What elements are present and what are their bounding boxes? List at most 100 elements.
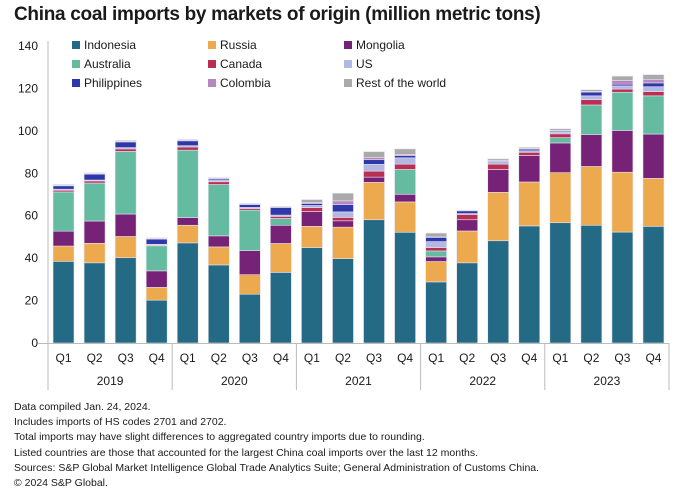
bar-stack (456, 209, 478, 344)
bar-segment-russia (52, 245, 75, 262)
bar-segment-rest-of-the-world (549, 128, 572, 131)
bar-stack (145, 237, 168, 344)
bar-segment-mongolia (487, 169, 510, 193)
bar-segment-mongolia (425, 256, 447, 262)
bar-segment-russia (580, 166, 603, 226)
bar-segment-canada (642, 91, 665, 97)
bar-segment-russia (83, 242, 106, 264)
bar-segment-mongolia (518, 155, 541, 183)
note-compiled: Data compiled Jan. 24, 2024. (14, 401, 151, 413)
x-tick-label: Q4 (645, 351, 661, 365)
bar-stack (487, 158, 510, 344)
bar-segment-canada (332, 217, 354, 222)
bar-segment-mongolia (394, 193, 416, 203)
bar-segment-indonesia (207, 264, 230, 344)
bar-segment-rest-of-the-world (394, 148, 416, 155)
legend-item: Australia (72, 57, 131, 71)
bar-segment-mongolia (52, 230, 75, 247)
legend-swatch (208, 41, 216, 49)
bar-segment-indonesia (301, 247, 323, 344)
legend-swatch (72, 41, 80, 49)
bar-stack (83, 172, 106, 344)
bar-segment-indonesia (394, 231, 416, 344)
bar-segment-us (580, 95, 603, 100)
bar-segment-canada (425, 247, 447, 252)
bar-segment-indonesia (425, 281, 447, 344)
x-tick-label: Q4 (273, 351, 289, 365)
note-sources: Sources: S&P Global Market Intelligence … (14, 461, 540, 474)
y-tick-label: 120 (18, 81, 38, 95)
bar-segment-canada (580, 99, 603, 106)
bar-segment-mongolia (456, 219, 478, 232)
x-tick-label: Q2 (459, 351, 475, 365)
bar-segment-us (363, 164, 385, 172)
legend-label: Australia (84, 57, 131, 71)
y-axis: 0 20 40 60 80 100 120 140 (18, 39, 49, 350)
bar-stack (114, 140, 137, 344)
x-tick-label: Q1 (428, 351, 444, 365)
bar-segment-mongolia (114, 213, 137, 237)
bar-segment-canada (270, 216, 292, 219)
bar-segment-mongolia (207, 235, 230, 248)
bar-segment-indonesia (145, 299, 168, 344)
bar-segment-rest-of-the-world (301, 199, 323, 203)
bar-segment-colombia (332, 200, 354, 205)
bar-segment-indonesia (456, 262, 478, 344)
bar-segment-philippines (301, 203, 323, 206)
bar-segment-indonesia (239, 293, 261, 344)
bar-segment-canada (456, 214, 478, 221)
x-tick-label: Q2 (335, 351, 351, 365)
x-group-label: 2019 (97, 374, 124, 388)
bar-segment-philippines (425, 237, 447, 242)
bar-segment-us (332, 211, 354, 218)
y-tick-label: 140 (18, 39, 38, 53)
bar-segment-colombia (611, 80, 634, 85)
x-tick-label: Q1 (552, 351, 568, 365)
x-tick-label: Q3 (490, 351, 506, 365)
bar-segment-philippines (145, 238, 168, 245)
bar-segment-australia (145, 245, 168, 272)
bar-segment-canada (83, 180, 106, 184)
bar-segment-rest-of-the-world (611, 75, 634, 81)
bar-stack (332, 192, 354, 344)
bar-segment-russia (425, 261, 447, 283)
bar-segment-indonesia (580, 224, 603, 344)
bar-segment-mongolia (580, 134, 603, 167)
bar-segment-philippines (270, 207, 292, 216)
bar-segment-mongolia (301, 211, 323, 227)
bar-segment-colombia (642, 79, 665, 84)
legend-swatch (344, 41, 352, 49)
x-tick-label: Q2 (211, 351, 227, 365)
legend-swatch (344, 79, 352, 87)
note-hs-codes: Includes imports of HS codes 2701 and 27… (14, 416, 227, 429)
x-group-label: 2021 (345, 374, 372, 388)
bar-segment-australia (580, 104, 603, 135)
y-tick-label: 80 (25, 166, 39, 180)
y-tick-label: 20 (25, 294, 39, 308)
bar-segment-us (425, 241, 447, 248)
bar-segment-rest-of-the-world (176, 139, 199, 141)
bar-segment-philippines (363, 159, 385, 165)
bar-stack (270, 206, 292, 344)
legend-label: Mongolia (356, 38, 405, 52)
bar-segment-rest-of-the-world (332, 192, 354, 202)
bars (52, 74, 665, 344)
bar-stack (363, 151, 385, 344)
bar-segment-philippines (83, 173, 106, 181)
bar-stack (425, 232, 447, 344)
bar-segment-philippines (239, 204, 261, 208)
bar-stack (301, 199, 323, 344)
x-tick-label: Q2 (583, 351, 599, 365)
x-group-label: 2023 (594, 374, 621, 388)
bar-segment-russia (456, 230, 478, 264)
bar-segment-philippines (456, 210, 478, 214)
legend: Indonesia Russia Mongolia Australia Canada US… (72, 38, 446, 90)
x-tick-label: Q3 (366, 351, 382, 365)
bar-stack (52, 184, 75, 344)
x-axis: Q1 Q2 Q3 Q4 Q1 Q2 Q3 Q4 Q1 Q2 Q3 Q4 Q1 Q2 Q3 Q4 Q1 Q2 Q3 Q4… (38, 343, 670, 390)
footnotes: Data compiled Jan. 24, 2024. Includes im… (14, 400, 539, 491)
bar-segment-indonesia (176, 242, 199, 344)
legend-item: Mongolia (344, 38, 405, 52)
bar-segment-russia (114, 236, 137, 259)
bar-segment-australia (394, 169, 416, 195)
